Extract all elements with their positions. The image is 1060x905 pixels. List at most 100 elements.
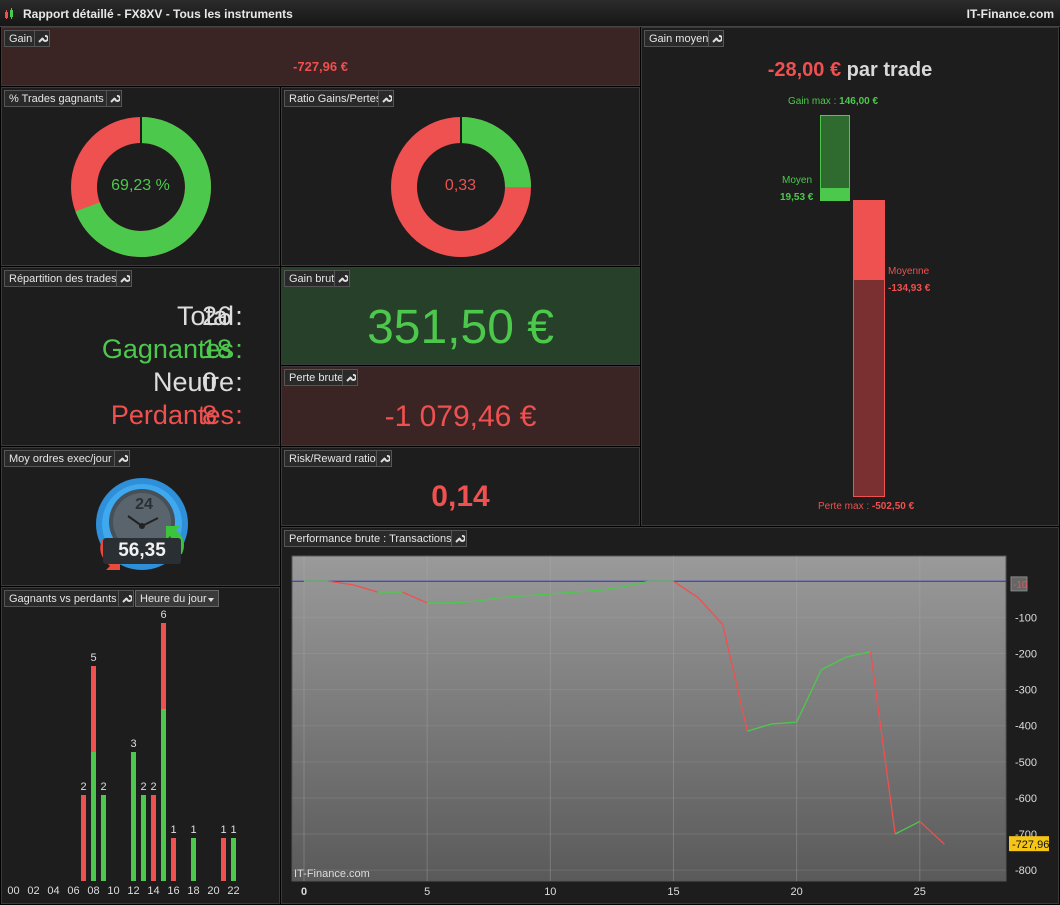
x-tick-label: 20 xyxy=(207,885,219,897)
settings-wrench-button[interactable] xyxy=(118,590,134,607)
gain-avg-bar xyxy=(820,188,850,201)
bar-total-label: 1 xyxy=(190,824,196,836)
period-dropdown[interactable]: Heure du jour xyxy=(135,590,219,607)
ratio-value: 0,33 xyxy=(444,177,477,194)
perte-max-value: -502,50 € xyxy=(871,501,915,512)
moyen-value: 19,53 € xyxy=(780,192,814,203)
panel-title: Perte brute xyxy=(284,369,349,386)
ratio-panel: Ratio Gains/Pertes 0,33 xyxy=(281,87,640,266)
loser-bar xyxy=(161,623,166,709)
trades-gagnants-panel: % Trades gagnants 69,23 % xyxy=(1,87,280,266)
gain-brut-panel: Gain brut 351,50 € xyxy=(281,267,640,365)
settings-wrench-button[interactable] xyxy=(114,450,130,467)
wrench-icon xyxy=(110,95,120,103)
settings-wrench-button[interactable] xyxy=(376,450,392,467)
settings-wrench-button[interactable] xyxy=(334,270,350,287)
line-segment xyxy=(919,820,945,845)
bar-total-label: 1 xyxy=(220,824,226,836)
x-tick-label: 00 xyxy=(7,885,19,897)
wrench-icon xyxy=(455,535,465,543)
winner-bar xyxy=(91,752,96,881)
chart-watermark: IT-Finance.com xyxy=(294,868,370,880)
gain-max-value: 146,00 € xyxy=(839,96,879,107)
settings-wrench-button[interactable] xyxy=(708,30,724,47)
winner-bar xyxy=(141,795,146,881)
line-segment xyxy=(353,584,379,593)
win-rate-value: 69,23 % xyxy=(111,177,170,194)
performance-panel: Performance brute : Transactions IT-Fina… xyxy=(281,527,1059,904)
panel-title: Gain moyen xyxy=(644,30,714,47)
x-tick-label: 10 xyxy=(544,886,556,898)
settings-wrench-button[interactable] xyxy=(342,369,358,386)
line-segment xyxy=(869,651,896,835)
x-tick-label: 06 xyxy=(67,885,79,897)
gagnantes-value: 18 xyxy=(202,334,233,364)
y-tick-label: -10 xyxy=(1013,580,1028,591)
repartition-panel: Répartition des trades Total : 26 Gagnan… xyxy=(1,267,280,446)
y-tick-label: -300 xyxy=(1015,685,1037,697)
panel-title: % Trades gagnants xyxy=(4,90,109,107)
x-tick-label: 08 xyxy=(87,885,99,897)
current-marker xyxy=(1010,576,1028,592)
win-rate-donut xyxy=(71,116,211,257)
bar-total-label: 3 xyxy=(130,738,136,750)
settings-wrench-button[interactable] xyxy=(116,270,132,287)
bar-total-label: 2 xyxy=(150,781,156,793)
settings-wrench-button[interactable] xyxy=(451,530,467,547)
settings-wrench-button[interactable] xyxy=(34,30,50,47)
x-tick-label: 10 xyxy=(107,885,119,897)
panel-title: Risk/Reward ratio xyxy=(284,450,381,467)
line-segment xyxy=(476,596,502,602)
window-titlebar: Rapport détaillé - FX8XV - Tous les inst… xyxy=(0,0,1060,27)
total-label: Total xyxy=(176,301,234,331)
moy-ordres-value: 56,35 xyxy=(103,538,181,564)
perte-brute-panel: Perte brute -1 079,46 € xyxy=(281,366,640,446)
line-segment xyxy=(624,580,649,588)
clock-label: 24 xyxy=(135,496,153,513)
gain-moyen-panel: Gain moyen -28,00 € par trade Gain max :… xyxy=(641,27,1059,526)
winner-bar xyxy=(161,709,166,881)
x-tick-label: 0 xyxy=(301,886,307,898)
line-segment xyxy=(402,591,428,604)
plot-area xyxy=(291,555,1007,882)
gain-moyen-amount: -28,00 € xyxy=(767,59,842,81)
panel-title: Répartition des trades xyxy=(4,270,122,287)
gvp-panel: Gagnants vs perdants Heure du jour 2 5 2 3 2… xyxy=(1,587,280,904)
neutre-label: Neutre xyxy=(152,367,234,397)
gain-max-label: Gain max : 146,00 € xyxy=(788,96,878,107)
line-segment xyxy=(550,591,575,595)
wrench-icon xyxy=(120,275,130,283)
brand-label: IT-Finance.com xyxy=(966,7,1054,21)
moyenne-value: -134,93 € xyxy=(888,283,931,294)
risk-reward-value: 0,14 xyxy=(431,480,490,513)
gain-max-bar xyxy=(820,115,850,201)
bar-total-label: 1 xyxy=(230,824,236,836)
line-segment xyxy=(820,656,847,671)
x-tick-label: 16 xyxy=(167,885,179,897)
x-tick-label: 22 xyxy=(227,885,239,897)
panel-title: Ratio Gains/Pertes xyxy=(284,90,387,107)
current-value-badge xyxy=(1009,836,1049,852)
x-tick-label: 15 xyxy=(667,886,679,898)
settings-wrench-button[interactable] xyxy=(378,90,394,107)
y-tick-label: -200 xyxy=(1015,649,1037,661)
perte-brute-value: -1 079,46 € xyxy=(384,400,537,433)
bar-total-label: 6 xyxy=(160,609,166,621)
y-tick-label: -400 xyxy=(1015,721,1037,733)
wrench-icon xyxy=(338,275,348,283)
line-segment xyxy=(697,597,724,626)
winner-bar xyxy=(231,838,236,881)
moy-ordres-panel: Moy ordres exec/jour 24 56,35 xyxy=(1,447,280,586)
x-tick-label: 18 xyxy=(187,885,199,897)
wrench-icon xyxy=(380,455,390,463)
bar-total-label: 2 xyxy=(140,781,146,793)
wrench-icon xyxy=(346,374,356,382)
gain-panel: Gain -727,96 € xyxy=(1,27,640,86)
settings-wrench-button[interactable] xyxy=(106,90,122,107)
x-tick-label: 02 xyxy=(27,885,39,897)
neutre-value: 0 xyxy=(202,367,218,397)
x-tick-label: 12 xyxy=(127,885,139,897)
loser-bar xyxy=(221,838,226,881)
line-segment xyxy=(525,593,551,597)
